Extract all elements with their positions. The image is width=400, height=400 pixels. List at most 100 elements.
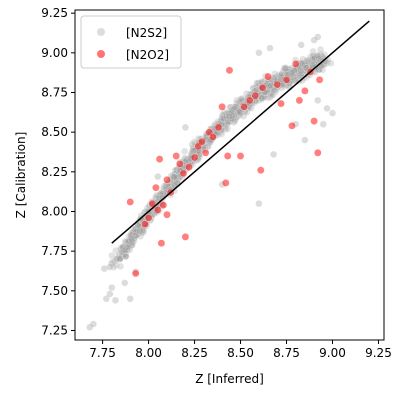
n2s2-point [218, 113, 227, 121]
n2s2-point [181, 154, 189, 162]
n2s2-point [295, 71, 304, 80]
n2s2-point [235, 98, 243, 106]
n2o2-point [264, 72, 272, 81]
n2s2-point [223, 113, 232, 121]
n2s2-point [171, 174, 180, 182]
n2s2-point [116, 254, 125, 262]
n2s2-point [297, 64, 305, 72]
legend: [N2S2] [N2O2] [80, 15, 182, 69]
n2s2-point [228, 108, 236, 116]
n2s2-point [228, 112, 236, 121]
n2s2-point [226, 103, 235, 111]
n2s2-point [232, 114, 240, 122]
n2s2-point [317, 50, 325, 59]
n2s2-point [128, 230, 136, 239]
n2s2-point [116, 262, 125, 271]
n2o2-point [225, 66, 234, 75]
n2s2-point [299, 67, 307, 75]
n2s2-point [120, 246, 128, 254]
n2s2-point [260, 93, 269, 101]
n2s2-point [155, 194, 163, 202]
n2s2-point [131, 231, 139, 239]
n2s2-point [314, 52, 322, 60]
n2s2-point [226, 113, 234, 121]
n2s2-point [127, 239, 135, 248]
n2s2-point [132, 231, 140, 239]
n2o2-point [240, 102, 249, 111]
n2s2-point [205, 139, 214, 147]
x-tick-label: 8.75 [273, 346, 300, 360]
n2s2-point [226, 109, 234, 117]
n2s2-point [269, 150, 278, 159]
n2s2-point [266, 44, 274, 52]
n2o2-point [201, 148, 210, 157]
n2s2-point [226, 108, 234, 116]
n2s2-point [313, 53, 321, 61]
n2s2-point [311, 54, 319, 63]
n2s2-point [294, 67, 302, 76]
n2s2-point [127, 233, 135, 241]
n2s2-point [281, 64, 290, 72]
n2s2-point [233, 109, 241, 117]
n2s2-point [143, 204, 152, 212]
n2s2-point [118, 248, 126, 257]
n2s2-point [232, 102, 240, 111]
n2s2-point [291, 76, 299, 84]
n2s2-point [305, 58, 313, 67]
legend-marker-n2s2 [97, 28, 105, 36]
n2s2-point [299, 55, 307, 63]
reference-line [111, 20, 370, 244]
n2s2-point [116, 254, 124, 262]
n2s2-point [171, 173, 179, 181]
x-axis-ticks: 7.75 8.00 8.25 8.50 8.75 9.00 9.25 [89, 340, 392, 360]
n2s2-point [307, 57, 315, 65]
n2s2-point [228, 108, 236, 117]
n2s2-point [288, 69, 296, 77]
n2s2-point [231, 107, 239, 115]
n2s2-point [277, 72, 285, 81]
n2s2-point [128, 241, 136, 249]
n2s2-point [242, 90, 251, 98]
n2s2-point [170, 178, 179, 186]
n2s2-point [131, 226, 140, 234]
n2s2-point [181, 155, 189, 164]
n2s2-point [218, 111, 227, 119]
n2s2-point [249, 84, 257, 93]
n2s2-point [127, 229, 136, 237]
n2s2-point [309, 61, 317, 69]
n2o2-point [185, 163, 193, 171]
n2s2-point [219, 114, 228, 123]
n2s2-point [117, 244, 125, 252]
n2s2-point [232, 105, 240, 113]
x-axis-title: Z [Inferred] [195, 372, 264, 386]
n2s2-point [171, 176, 180, 184]
n2s2-point [171, 170, 179, 178]
n2s2-point [121, 237, 129, 246]
n2s2-point [308, 56, 316, 64]
n2s2-point [219, 119, 227, 127]
n2s2-point [170, 174, 179, 182]
n2s2-point [305, 61, 313, 69]
n2s2-point [269, 91, 277, 99]
n2s2-point [132, 225, 140, 233]
n2s2-point [217, 116, 225, 124]
n2s2-point [298, 69, 306, 77]
n2s2-point [228, 106, 236, 114]
n2s2-point [228, 107, 236, 115]
n2s2-point [328, 109, 337, 117]
n2s2-point [320, 50, 329, 59]
n2s2-point [224, 116, 233, 124]
n2s2-point [204, 142, 212, 151]
n2s2-point [307, 56, 316, 64]
n2s2-point [125, 237, 133, 245]
n2s2-point [229, 108, 237, 117]
n2s2-point [222, 110, 230, 118]
n2s2-point [119, 243, 127, 252]
n2s2-point [263, 91, 271, 99]
n2s2-point [223, 114, 231, 122]
n2s2-point [122, 238, 130, 247]
n2s2-point [304, 60, 312, 68]
n2s2-point [297, 67, 305, 76]
